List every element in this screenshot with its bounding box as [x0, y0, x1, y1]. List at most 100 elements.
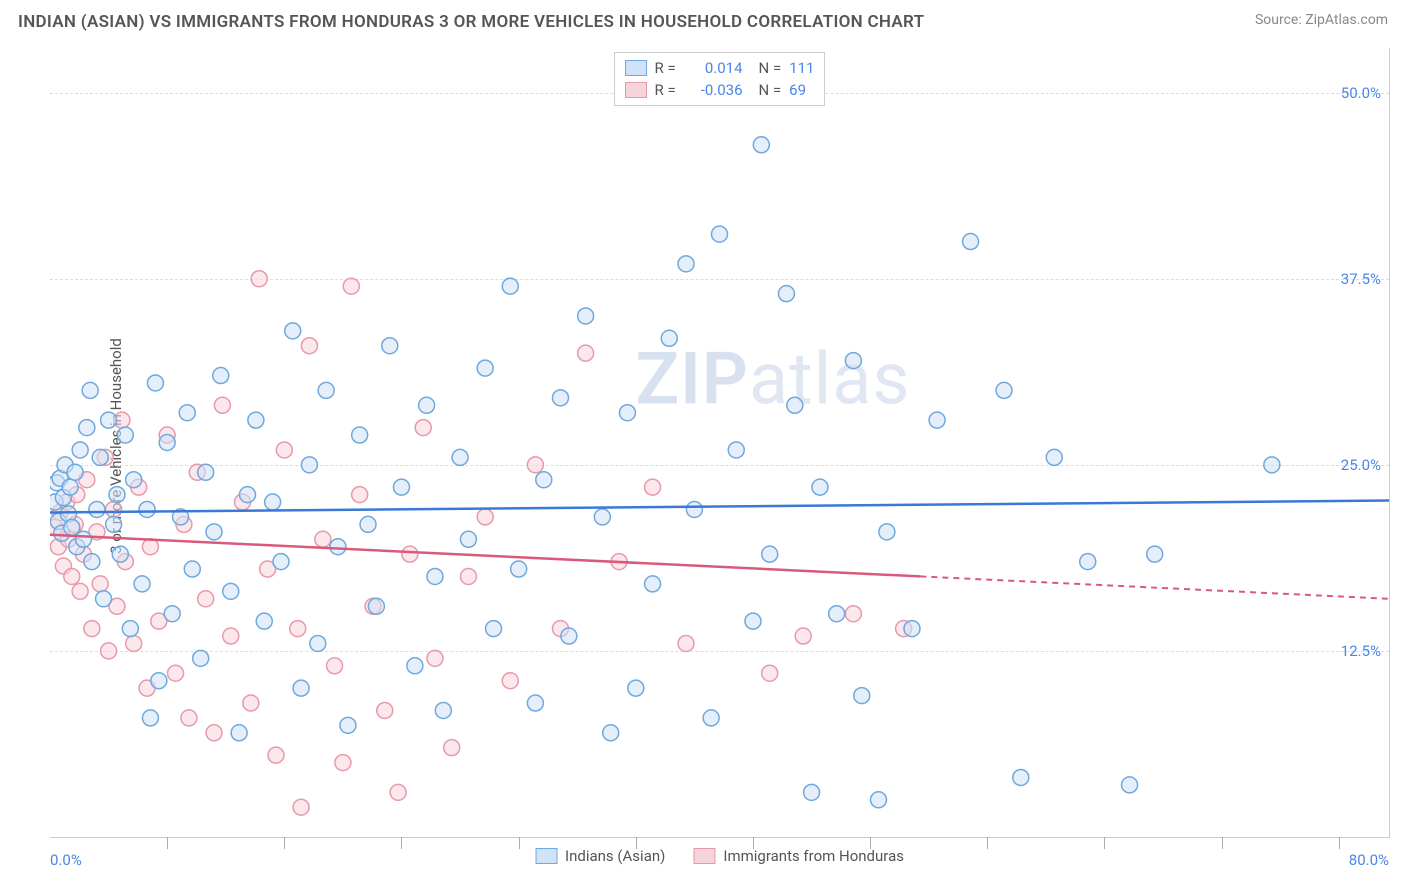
- scatter-point: [477, 360, 493, 376]
- regression-line: [50, 535, 920, 577]
- scatter-point: [147, 375, 163, 391]
- scatter-point: [151, 673, 167, 689]
- scatter-point: [829, 606, 845, 622]
- series-name-1: Immigrants from Honduras: [723, 847, 904, 865]
- n-label-1: N =: [759, 81, 782, 99]
- correlation-legend: R = 0.014 N = 111 R = -0.036 N = 69: [614, 52, 826, 106]
- series-name-0: Indians (Asian): [565, 847, 665, 865]
- scatter-point: [198, 591, 214, 607]
- scatter-point: [477, 509, 493, 525]
- scatter-point: [578, 345, 594, 361]
- scatter-point: [486, 621, 502, 637]
- scatter-point: [1264, 457, 1280, 473]
- x-tick: [753, 837, 754, 849]
- r-label-0: R =: [655, 59, 683, 77]
- scatter-point: [92, 449, 108, 465]
- scatter-point: [223, 628, 239, 644]
- scatter-point: [72, 442, 88, 458]
- scatter-point: [301, 457, 317, 473]
- scatter-point: [427, 568, 443, 584]
- scatter-point: [301, 338, 317, 354]
- scatter-point: [427, 650, 443, 666]
- scatter-point: [745, 613, 761, 629]
- scatter-point: [310, 635, 326, 651]
- scatter-point: [101, 643, 117, 659]
- scatter-point: [193, 650, 209, 666]
- scatter-point: [265, 494, 281, 510]
- scatter-point: [678, 635, 694, 651]
- scatter-point: [661, 330, 677, 346]
- x-tick: [401, 837, 402, 849]
- scatter-point: [407, 658, 423, 674]
- scatter-point: [527, 457, 543, 473]
- scatter-point: [594, 509, 610, 525]
- scatter-point: [502, 673, 518, 689]
- scatter-point: [854, 688, 870, 704]
- scatter-point: [164, 606, 180, 622]
- n-label-0: N =: [759, 59, 782, 77]
- x-tick: [1104, 837, 1105, 849]
- scatter-point: [686, 501, 702, 517]
- scatter-point: [536, 472, 552, 488]
- scatter-point: [293, 799, 309, 815]
- x-tick: [1339, 837, 1340, 849]
- scatter-point: [603, 725, 619, 741]
- scatter-point: [460, 531, 476, 547]
- scatter-point: [198, 464, 214, 480]
- scatter-point: [435, 702, 451, 718]
- scatter-point: [84, 621, 100, 637]
- scatter-point: [368, 598, 384, 614]
- scatter-point: [248, 412, 264, 428]
- scatter-point: [214, 397, 230, 413]
- scatter-point: [315, 531, 331, 547]
- x-tick: [987, 837, 988, 849]
- scatter-point: [106, 501, 122, 517]
- scatter-point: [330, 539, 346, 555]
- scatter-point: [126, 472, 142, 488]
- scatter-point: [112, 546, 128, 562]
- scatter-point: [231, 725, 247, 741]
- scatter-point: [139, 501, 155, 517]
- scatter-point: [996, 382, 1012, 398]
- scatter-point: [276, 442, 292, 458]
- scatter-point: [871, 792, 887, 808]
- scatter-point: [79, 420, 95, 436]
- scatter-point: [181, 710, 197, 726]
- scatter-point: [84, 554, 100, 570]
- scatter-point: [645, 479, 661, 495]
- scatter-point: [206, 524, 222, 540]
- scatter-point: [382, 338, 398, 354]
- scatter-point: [419, 397, 435, 413]
- x-axis-max-label: 80.0%: [1349, 851, 1389, 869]
- x-tick: [870, 837, 871, 849]
- scatter-point: [64, 519, 80, 535]
- scatter-point: [106, 516, 122, 532]
- scatter-point: [1080, 554, 1096, 570]
- scatter-point: [552, 390, 568, 406]
- scatter-point: [578, 308, 594, 324]
- scatter-point: [327, 658, 343, 674]
- chart-plot-area: ZIPatlas R = 0.014 N = 111 R = -0.036 N …: [50, 48, 1390, 838]
- scatter-point: [335, 755, 351, 771]
- scatter-point: [75, 531, 91, 547]
- scatter-point: [929, 412, 945, 428]
- r-value-0: 0.014: [691, 59, 743, 77]
- scatter-point: [527, 695, 543, 711]
- scatter-point: [92, 576, 108, 592]
- scatter-svg: [50, 48, 1389, 837]
- scatter-point: [804, 784, 820, 800]
- scatter-point: [360, 516, 376, 532]
- x-tick: [636, 837, 637, 849]
- scatter-point: [126, 635, 142, 651]
- scatter-point: [213, 368, 229, 384]
- scatter-point: [778, 286, 794, 302]
- scatter-point: [96, 591, 112, 607]
- scatter-point: [273, 554, 289, 570]
- scatter-point: [256, 613, 272, 629]
- scatter-point: [904, 621, 920, 637]
- scatter-point: [712, 226, 728, 242]
- scatter-point: [109, 487, 125, 503]
- x-tick: [1222, 837, 1223, 849]
- scatter-point: [352, 487, 368, 503]
- scatter-point: [963, 234, 979, 250]
